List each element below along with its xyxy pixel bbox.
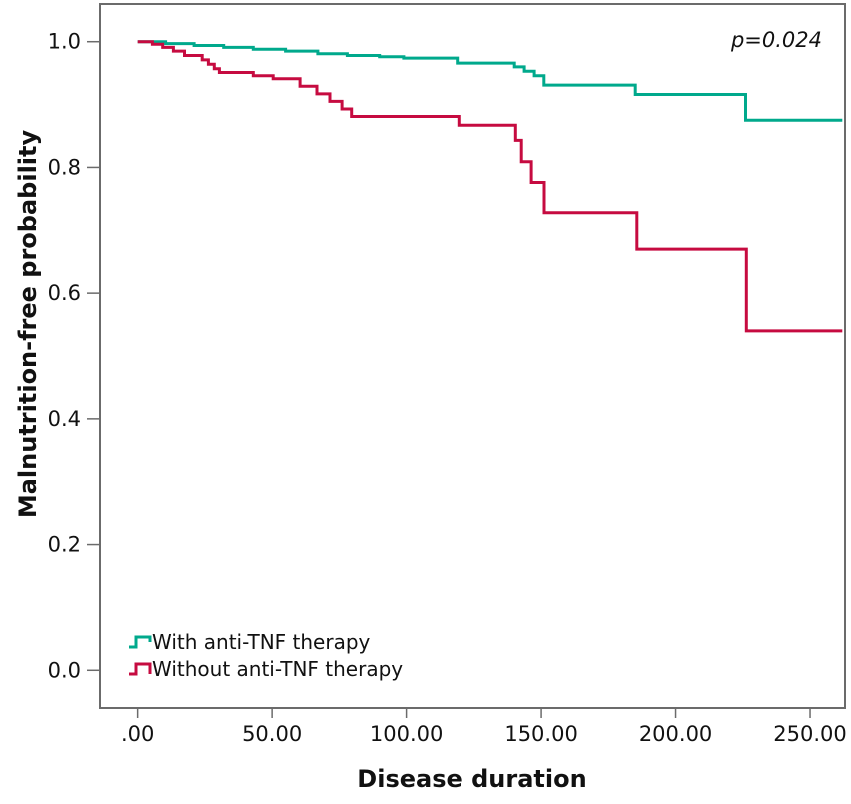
x-tick-label: 50.00 <box>242 722 302 746</box>
legend-swatch-without-anti-tnf-icon <box>129 662 152 676</box>
y-tick-label: 0.8 <box>48 155 81 179</box>
x-tick-label: 150.00 <box>504 722 577 746</box>
survival-curve-without-anti-tnf <box>137 40 843 333</box>
y-tick-label: 0.6 <box>48 281 81 305</box>
plot-area-border <box>99 3 846 709</box>
legend: With anti-TNF therapy Without anti-TNF t… <box>129 630 403 681</box>
x-axis-ticks: .00 50.00 100.00 150.00 200.00 250.00 <box>121 708 847 746</box>
legend-label-without-anti-tnf: Without anti-TNF therapy <box>152 657 403 681</box>
survival-curve-with-anti-tnf <box>137 40 843 122</box>
survival-curves <box>137 40 843 333</box>
x-axis-title: Disease duration <box>357 765 586 793</box>
y-tick-label: 0.2 <box>48 533 81 557</box>
x-tick-label: 100.00 <box>370 722 443 746</box>
legend-swatch-with-anti-tnf-icon <box>129 635 152 649</box>
y-axis-title: Malnutrition-free probability <box>14 130 42 519</box>
x-tick-label: 250.00 <box>773 722 846 746</box>
y-tick-label: 1.0 <box>48 30 81 54</box>
y-axis-ticks: 0.0 0.2 0.4 0.6 0.8 1.0 <box>48 30 100 682</box>
x-tick-label: 200.00 <box>639 722 712 746</box>
x-tick-label: .00 <box>121 722 154 746</box>
y-tick-label: 0.0 <box>48 658 81 682</box>
y-tick-label: 0.4 <box>48 407 81 431</box>
legend-label-with-anti-tnf: With anti-TNF therapy <box>152 630 371 654</box>
p-value-annotation: p=0.024 <box>730 28 822 52</box>
